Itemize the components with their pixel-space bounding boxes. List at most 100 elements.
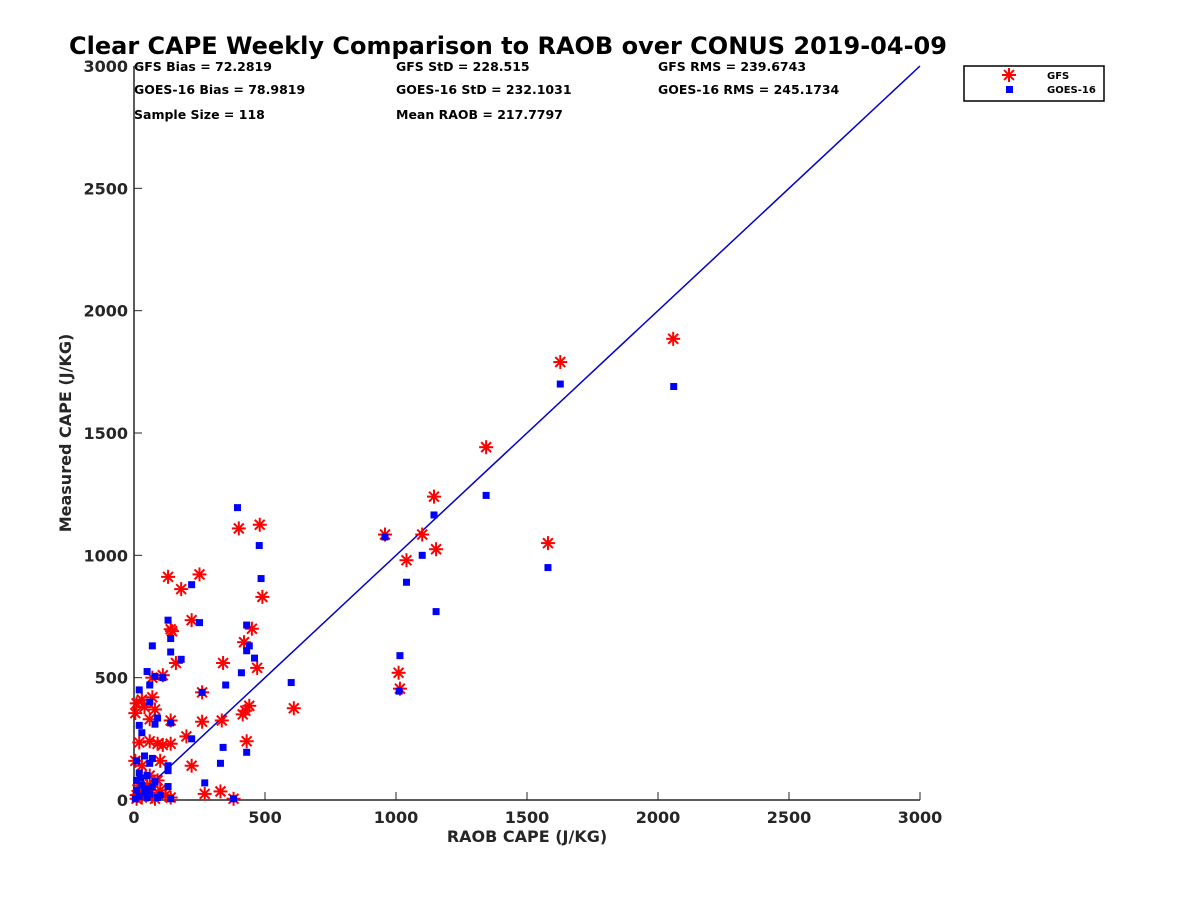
goes-point [133,786,141,794]
goes-point [556,380,564,388]
goes-point [381,533,389,541]
goes-point [164,762,172,770]
goes-point [131,795,139,803]
stat-goes-bias: GOES-16 Bias = 78.9819 [134,82,305,97]
x-axis-label: RAOB CAPE (J/KG) [447,827,607,846]
y-tick-label: 1000 [83,546,128,565]
x-tick-label: 2000 [636,808,681,827]
goes-point [167,635,175,643]
goes-point [402,578,410,586]
gfs-point [216,655,231,670]
gfs-point [399,553,414,568]
goes-point [140,752,148,760]
reference-line-group [133,65,921,801]
goes-point [395,687,403,695]
legend-box [963,65,1105,102]
axes: 0 500 1000 1500 2000 2500 3000 0 500 1000 1500 2000… [83,57,942,827]
gfs-point [192,567,207,582]
goes-point [159,674,167,682]
goes-point [164,616,172,624]
goes-point [164,783,172,791]
goes-point [167,648,175,656]
goes-point [156,791,164,799]
goes-point [146,681,154,689]
legend: GFS GOES-16 [963,65,1105,102]
goes-point [135,721,143,729]
x-tick-label: 0 [128,808,139,827]
gfs-point [214,713,229,728]
series-gfs [128,331,681,806]
goes-point [482,491,490,499]
goes-point [544,564,552,572]
gfs-point [391,665,406,680]
goes-point [216,759,224,767]
series-goes-16 [131,380,678,803]
y-tick-label: 3000 [83,57,128,76]
goes-point [151,672,159,680]
goes-point [243,748,251,756]
gfs-point [128,706,143,721]
goes-point [198,688,206,696]
goes-point [188,735,196,743]
goes-point [146,698,154,706]
gfs-point [174,582,189,597]
goes-point [430,511,438,519]
goes-point [201,779,209,787]
y-tick-label: 500 [95,669,128,688]
goes-point [135,769,143,777]
legend-marker-gfs [1002,68,1016,82]
x-tick-label: 2500 [767,808,812,827]
goes-point [243,621,251,629]
goes-point [167,795,175,803]
x-tick-label: 3000 [898,808,943,827]
y-tick-label: 0 [117,791,128,810]
goes-point [177,655,185,663]
stat-gfs-bias: GFS Bias = 72.2819 [134,59,272,74]
stat-goes-rms: GOES-16 RMS = 245.1734 [658,82,840,97]
goes-point [287,679,295,687]
gfs-point [161,569,176,584]
gfs-point [540,536,555,551]
goes-point [146,790,154,798]
stat-sample-size: Sample Size = 118 [134,107,265,122]
gfs-point [426,489,441,504]
goes-point [257,575,265,583]
y-axis-label: Measured CAPE (J/KG) [56,334,75,533]
chart-title: Clear CAPE Weekly Comparison to RAOB ove… [69,32,947,60]
goes-point [133,757,141,765]
gfs-point [415,527,430,542]
goes-point [143,794,151,802]
goes-point [251,654,259,662]
goes-point [143,668,151,676]
goes-point [432,608,440,616]
x-tick-label: 500 [248,808,281,827]
goes-point [135,686,143,694]
goes-point [255,542,263,550]
stat-mean-raob: Mean RAOB = 217.7797 [396,107,563,122]
gfs-point [155,737,170,752]
goes-point [396,652,404,660]
gfs-point [163,736,178,751]
goes-point [245,642,253,650]
goes-point [138,781,146,789]
gfs-point [252,517,267,532]
gfs-point [195,714,210,729]
goes-point [188,581,196,589]
legend-label-goes: GOES-16 [1047,85,1096,96]
data-marks [128,331,681,806]
legend-marker-goes [1006,86,1013,93]
stats-block: GFS Bias = 72.2819 GOES-16 Bias = 78.981… [134,59,840,122]
goes-point [140,789,148,797]
gfs-point [286,701,301,716]
stat-gfs-std: GFS StD = 228.515 [396,59,530,74]
stat-gfs-rms: GFS RMS = 239.6743 [658,59,806,74]
gfs-point [666,331,681,346]
goes-point [148,783,156,791]
goes-point [151,720,159,728]
goes-point [237,669,245,677]
goes-point [670,383,678,391]
goes-point [142,785,150,793]
one-to-one-line [133,65,921,801]
stat-goes-std: GOES-16 StD = 232.1031 [396,82,572,97]
